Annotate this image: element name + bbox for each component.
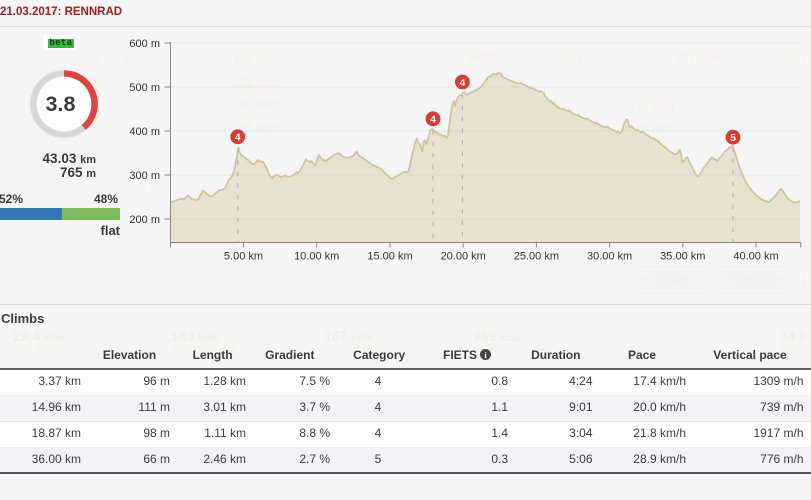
svg-text:30.00 km: 30.00 km (587, 251, 632, 263)
svg-text:35.00 km: 35.00 km (660, 251, 705, 263)
svg-text:3.8: 3.8 (46, 92, 76, 116)
svg-text:25.00 km: 25.00 km (514, 251, 559, 263)
svg-text:▾: ▾ (777, 276, 781, 285)
svg-text:avg. Speed: avg. Speed (13, 344, 64, 355)
svg-text:148 bpm: 148 bpm (234, 121, 279, 133)
svg-text:989 kcal: 989 kcal (473, 328, 520, 344)
svg-text:TRAININGSPAR: TRAININGSPAR (191, 246, 271, 258)
svg-text:⇩: ⇩ (722, 275, 730, 286)
svg-text:Energy: Energy (473, 344, 505, 355)
svg-text:400 m: 400 m (129, 126, 160, 138)
svg-text:❯: ❯ (799, 274, 809, 288)
svg-text:59:41: 59:41 (122, 184, 155, 199)
svg-text:500 m: 500 m (129, 82, 160, 94)
svg-text:9493: 9493 (468, 50, 497, 65)
svg-text:167 bpm: 167 bpm (324, 328, 372, 344)
svg-text:57.1: 57.1 (560, 51, 584, 65)
svg-text:300 m: 300 m (129, 170, 160, 182)
svg-text:10.00 km: 10.00 km (294, 251, 339, 263)
svg-text:143 bpm: 143 bpm (171, 328, 219, 344)
svg-text:x: x (780, 344, 785, 355)
svg-text:170 bpm: 170 bpm (630, 101, 675, 113)
svg-text:20.00 km: 20.00 km (441, 251, 486, 263)
svg-text:i: i (484, 350, 487, 360)
svg-text:4: 4 (459, 77, 465, 89)
svg-text:4: 4 (235, 132, 241, 144)
svg-text:40.00 km: 40.00 km (733, 251, 778, 263)
svg-text:5: 5 (730, 132, 736, 144)
svg-text:61:31: 61:31 (778, 53, 806, 65)
svg-text:200 m: 200 m (129, 214, 160, 226)
svg-text:160 bpm: 160 bpm (234, 98, 279, 110)
svg-text:▾: ▾ (695, 276, 699, 285)
svg-text:avg. Heart rate: avg. Heart rate (171, 344, 238, 355)
svg-text:203 bpm: 203 bpm (676, 53, 721, 65)
svg-text:5.00 km: 5.00 km (224, 251, 263, 263)
svg-text:15.00 km: 15.00 km (367, 251, 412, 263)
svg-text:29,4 kmh: 29,4 kmh (13, 328, 65, 344)
svg-text:14 9: 14 9 (780, 328, 805, 344)
svg-text:Export: Export (734, 272, 776, 287)
svg-text:↪: ↪ (642, 275, 650, 286)
svg-text:6:36:18: 6:36:18 (110, 152, 155, 167)
svg-text:123 bpm: 123 bpm (234, 54, 279, 66)
svg-text:Share: Share (655, 272, 691, 287)
svg-text:152 bpm: 152 bpm (234, 77, 279, 89)
svg-text:2d 19:36:07: 2d 19:36:07 (84, 54, 155, 69)
svg-text:4: 4 (430, 114, 436, 126)
svg-text:MES: MES (150, 246, 173, 258)
svg-text:max. Heart rate: max. Heart rate (324, 344, 393, 355)
svg-text:600 m: 600 m (129, 38, 160, 50)
